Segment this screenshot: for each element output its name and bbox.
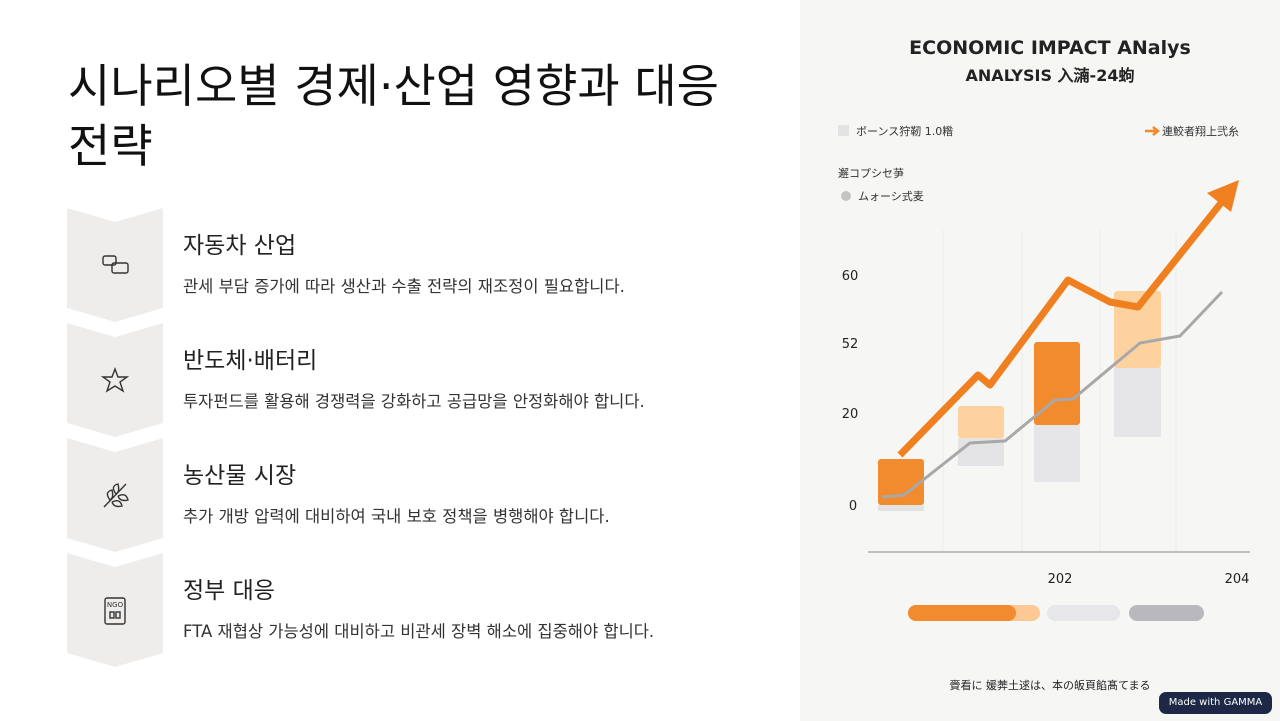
axis-label: 20: [842, 407, 859, 422]
item-text: 관세 부담 증가에 따라 생산과 수출 전략의 재조정이 필요합니다.: [183, 277, 625, 296]
legend-swatch: [838, 125, 849, 136]
svg-text:NGO: NGO: [107, 601, 124, 609]
made-with-badge[interactable]: Made with GAMMA: [1159, 692, 1272, 714]
item-heading: 반도체·배터리: [183, 348, 318, 374]
axis-label: 202: [1048, 572, 1073, 587]
illustration-subtitle: ANALYSIS 入㵜-24蚼: [966, 66, 1135, 85]
axis-label: 204: [1225, 572, 1250, 587]
caption: 賫看に 媛莾土逑は、本の皈頁餡髙てまる: [950, 678, 1151, 692]
illustration-title: ECONOMIC IMPACT ANalys: [909, 37, 1191, 59]
legend-label: 邂コプシセ芛: [838, 167, 904, 180]
item-heading: 자동차 산업: [183, 233, 297, 259]
illustration: ECONOMIC IMPACT ANalys ANALYSIS 入㵜-24蚼 ボ…: [800, 0, 1280, 721]
item-text: 투자펀드를 활용해 경쟁력을 강화하고 공급망을 안정화해야 합니다.: [183, 392, 645, 411]
legend-label: ボーンス狩靭 1.0糌: [856, 124, 953, 138]
item-heading: 정부 대응: [183, 578, 275, 604]
axis-label: 60: [842, 269, 859, 284]
legend-label: ムォーシ式麦: [858, 190, 924, 203]
chevrons: NGO: [67, 208, 163, 667]
axis-label: 52: [842, 337, 859, 352]
item-text: FTA 재협상 가능성에 대비하고 비관세 장벽 해소에 집중해야 합니다.: [183, 622, 655, 641]
axis-label: 0: [849, 499, 857, 514]
decor-bars: [878, 291, 1161, 511]
legend-label: 連鮫者翔上弐糸: [1162, 124, 1239, 138]
slide-title: 시나리오별 경제·산업 영향과 대응 전략: [68, 59, 719, 173]
icons: NGO: [100, 255, 130, 625]
item-heading: 농산물 시장: [183, 463, 297, 489]
item-text: 추가 개방 압력에 대비하여 국내 보호 정책을 병행해야 합니다.: [183, 507, 610, 526]
